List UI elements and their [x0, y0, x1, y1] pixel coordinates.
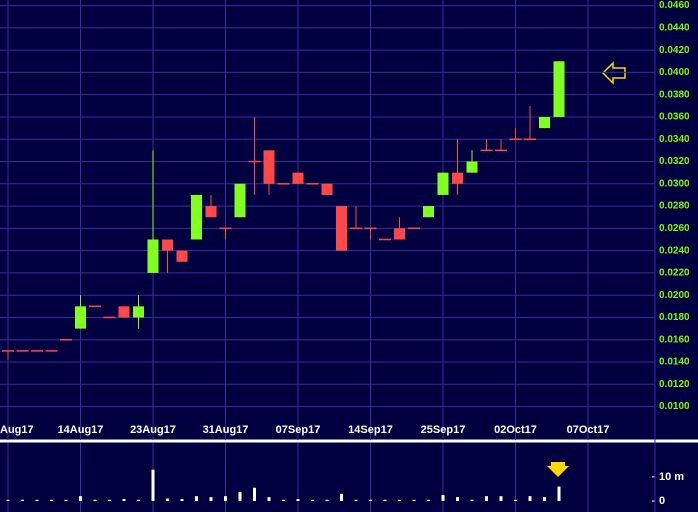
candle-body: [336, 206, 347, 251]
candle-body: [176, 250, 188, 262]
volume-bar: [427, 499, 430, 501]
volume-bar: [195, 496, 198, 501]
y-tick-label: 0.0160: [659, 334, 690, 345]
volume-bar: [441, 494, 445, 501]
volume-bar: [108, 499, 111, 501]
x-tick-label: 14Aug17: [58, 424, 104, 436]
x-tick-label: 07Sep17: [276, 424, 321, 436]
volume-tick-label: 0: [659, 495, 665, 507]
candle-body: [466, 161, 478, 173]
volume-bar: [296, 499, 300, 501]
volume-bar: [267, 497, 271, 501]
candle-body: [452, 172, 463, 184]
candle-body: [147, 239, 159, 273]
y-tick-label: 0.0140: [659, 357, 690, 368]
y-tick-label: 0.0220: [659, 268, 690, 279]
volume-bar: [543, 497, 546, 501]
x-tick-label: 23Aug17: [130, 424, 176, 436]
y-tick-label: 0.0320: [659, 156, 690, 167]
volume-bar: [456, 497, 459, 501]
y-tick-label: 0.0260: [659, 223, 690, 234]
candle-body: [162, 239, 173, 251]
volume-bar: [485, 496, 488, 501]
candle-body: [321, 183, 333, 195]
candle-body: [234, 183, 246, 218]
y-tick-label: 0.0460: [659, 0, 690, 11]
y-tick-label: 0.0380: [659, 89, 690, 100]
volume-bar: [354, 499, 358, 501]
y-tick-label: 0.0360: [659, 112, 690, 123]
volume-bar: [398, 499, 401, 501]
y-tick-label: 0.0100: [659, 401, 690, 412]
candle-body: [118, 306, 130, 318]
volume-bar: [325, 499, 329, 501]
price-arrow: [601, 61, 626, 85]
volume-bar: [209, 497, 213, 501]
y-tick-label: 0.0300: [659, 178, 690, 189]
volume-bar: [224, 496, 227, 501]
volume-bar: [50, 499, 53, 501]
volume-bar: [64, 499, 68, 501]
volume-bar: [369, 499, 372, 501]
candle-body: [191, 194, 202, 240]
x-tick-label: 14Sep17: [348, 424, 393, 436]
y-tick-label: 0.0340: [659, 134, 690, 145]
volume-bar: [180, 499, 184, 501]
x-tick-label: 25Sep17: [421, 424, 466, 436]
x-tick-label: 07Oct17: [567, 424, 610, 436]
x-tick-label: 02Oct17: [494, 424, 537, 436]
x-tick-label: 31Aug17: [203, 424, 249, 436]
y-tick-label: 0.0200: [659, 290, 690, 301]
volume-bar: [340, 493, 343, 501]
volume-bar: [122, 499, 126, 501]
y-tick-label: 0.0120: [659, 379, 690, 390]
volume-bar: [499, 496, 503, 501]
candle-body: [75, 306, 86, 329]
x-tick-label: Aug17: [0, 424, 34, 436]
candle-body: [423, 206, 434, 218]
volume-bar: [166, 498, 169, 501]
y-tick-label: 0.0400: [659, 67, 690, 78]
volume-bar: [282, 499, 285, 501]
volume-bar: [238, 492, 242, 501]
volume-bar: [79, 496, 82, 501]
volume-bar: [412, 499, 416, 501]
volume-bar: [137, 499, 140, 501]
volume-bar: [151, 469, 155, 501]
volume-bar: [557, 486, 561, 501]
y-tick-label: 0.0240: [659, 245, 690, 256]
volume-tick-label: 10 m: [659, 471, 684, 483]
volume-bar: [311, 499, 314, 501]
volume-bar: [470, 499, 474, 501]
volume-bar: [35, 499, 39, 501]
volume-bar: [253, 487, 256, 501]
candle-body: [553, 61, 565, 117]
volume-bar: [21, 499, 24, 501]
y-tick-label: 0.0440: [659, 22, 690, 33]
volume-bar: [528, 496, 532, 501]
candle-body: [394, 228, 405, 240]
candle-body: [292, 172, 304, 184]
volume-bar: [93, 499, 97, 501]
volume-bar: [514, 499, 517, 501]
volume-bar: [383, 499, 387, 501]
candle-body: [205, 206, 217, 218]
candle-body: [133, 306, 144, 318]
candle-body: [263, 150, 275, 184]
candle-body: [539, 116, 550, 129]
candle-body: [437, 172, 449, 195]
volume-bar: [6, 499, 10, 501]
y-tick-label: 0.0180: [659, 312, 690, 323]
volume-arrow: [547, 462, 569, 477]
y-tick-label: 0.0420: [659, 45, 690, 56]
y-tick-label: 0.0280: [659, 201, 690, 212]
